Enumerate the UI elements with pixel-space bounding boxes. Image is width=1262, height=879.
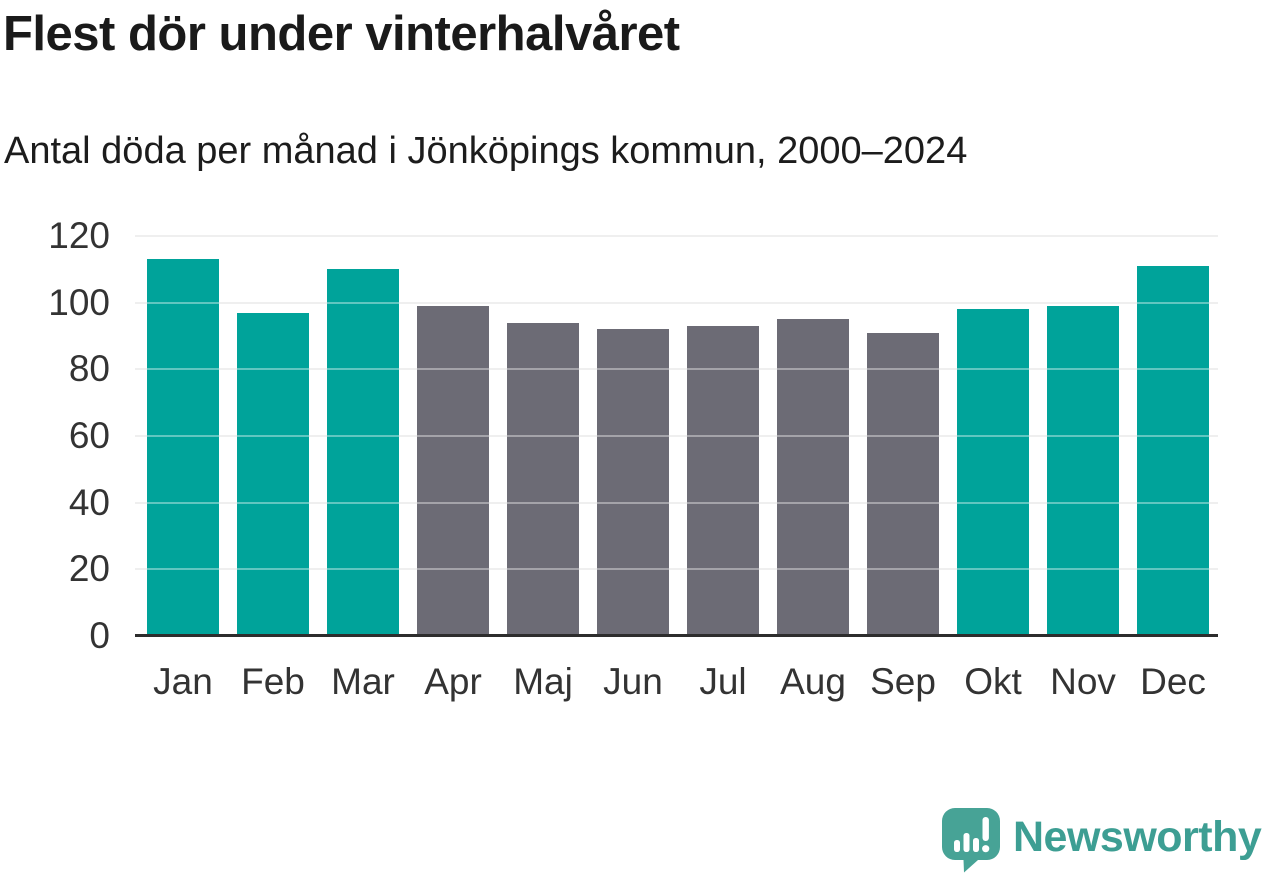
gridline-overlay-20 xyxy=(135,568,1218,571)
bar-mar xyxy=(327,269,399,636)
gridline-40 xyxy=(135,501,1218,504)
x-axis-label-feb: Feb xyxy=(241,661,305,702)
gridline-overlay-60 xyxy=(135,435,1218,437)
y-axis-tick-label-0: 0 xyxy=(89,615,110,656)
y-axis-tick-label-80: 80 xyxy=(68,348,110,390)
gridline-20 xyxy=(135,568,1218,571)
x-axis-label-mar: Mar xyxy=(331,661,395,702)
y-axis-tick-label-120: 120 xyxy=(48,215,110,256)
gridline-overlay-120 xyxy=(135,235,1218,237)
bar-jan xyxy=(147,259,219,636)
newsworthy-wordmark: Newsworthy xyxy=(1013,813,1262,861)
bar-jul xyxy=(687,326,759,636)
gridline-120 xyxy=(135,235,1218,237)
x-axis-label-sep: Sep xyxy=(870,661,936,702)
x-axis-label-apr: Apr xyxy=(424,661,482,702)
bar-aug xyxy=(777,319,849,636)
x-axis-line xyxy=(135,634,1218,637)
y-axis-tick-label-20: 20 xyxy=(68,548,110,590)
bar-feb xyxy=(237,313,309,636)
plot-area xyxy=(135,235,1218,637)
bar-dec xyxy=(1137,266,1209,636)
x-axis-label-maj: Maj xyxy=(513,661,573,702)
chart-subtitle: Antal döda per månad i Jönköpings kommun… xyxy=(4,130,968,172)
bar-maj xyxy=(507,323,579,636)
gridline-overlay-40 xyxy=(135,501,1218,504)
gridline-60 xyxy=(135,435,1218,437)
bar-jun xyxy=(597,329,669,636)
bar-sep xyxy=(867,333,939,636)
y-axis-tick-label-60: 60 xyxy=(68,415,110,456)
x-axis-label-okt: Okt xyxy=(964,661,1022,702)
gridline-100 xyxy=(135,301,1218,304)
x-axis-label-nov: Nov xyxy=(1050,661,1116,702)
newsworthy-logo: Newsworthy xyxy=(942,808,1262,873)
x-axis-label-jun: Jun xyxy=(603,661,663,702)
x-axis-label-dec: Dec xyxy=(1140,661,1206,702)
bar-nov xyxy=(1047,306,1119,636)
gridline-overlay-100 xyxy=(135,301,1218,304)
x-axis-label-jul: Jul xyxy=(699,661,747,702)
gridline-80 xyxy=(135,368,1218,371)
y-axis-tick-label-100: 100 xyxy=(48,281,110,323)
gridline-overlay-80 xyxy=(135,368,1218,371)
bar-apr xyxy=(417,306,489,636)
newsworthy-icon xyxy=(942,808,1000,873)
y-axis-tick-label-40: 40 xyxy=(68,481,110,523)
x-axis-label-aug: Aug xyxy=(780,661,846,702)
chart-title: Flest dör under vinterhalvåret xyxy=(3,7,680,61)
x-axis-label-jan: Jan xyxy=(153,661,213,702)
bar-okt xyxy=(957,309,1029,636)
